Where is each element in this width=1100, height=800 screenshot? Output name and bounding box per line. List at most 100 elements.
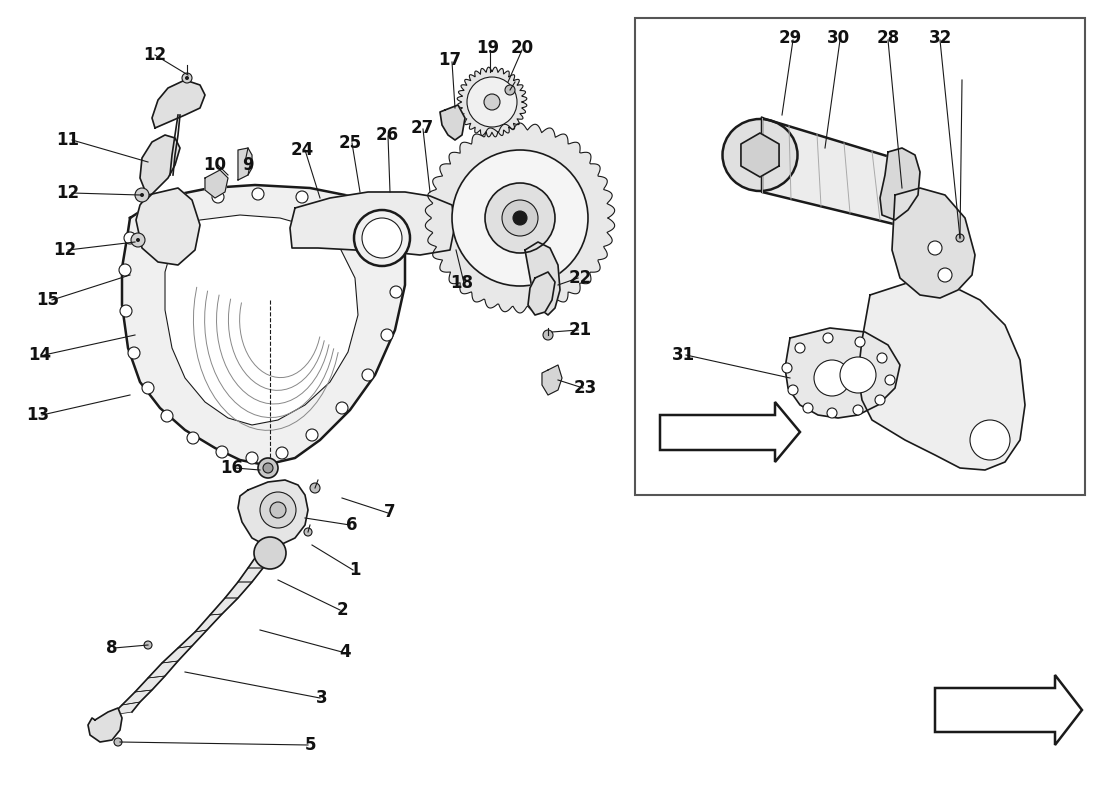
Circle shape bbox=[782, 363, 792, 373]
Text: 7: 7 bbox=[384, 503, 396, 521]
Text: 13: 13 bbox=[26, 406, 50, 424]
Circle shape bbox=[543, 330, 553, 340]
Text: 12: 12 bbox=[54, 241, 77, 259]
Circle shape bbox=[886, 375, 895, 385]
Polygon shape bbox=[440, 105, 465, 140]
Circle shape bbox=[362, 369, 374, 381]
Polygon shape bbox=[528, 272, 556, 315]
Circle shape bbox=[855, 337, 865, 347]
Text: 32: 32 bbox=[928, 29, 952, 47]
Text: 11: 11 bbox=[56, 131, 79, 149]
Circle shape bbox=[485, 183, 556, 253]
Polygon shape bbox=[238, 568, 263, 582]
Circle shape bbox=[956, 234, 964, 242]
Polygon shape bbox=[210, 598, 238, 615]
Polygon shape bbox=[135, 676, 165, 692]
Circle shape bbox=[258, 458, 278, 478]
Circle shape bbox=[877, 353, 887, 363]
Circle shape bbox=[381, 329, 393, 341]
Circle shape bbox=[144, 641, 152, 649]
Text: 12: 12 bbox=[143, 46, 166, 64]
Circle shape bbox=[452, 150, 588, 286]
Polygon shape bbox=[458, 67, 527, 137]
Polygon shape bbox=[178, 630, 207, 648]
Circle shape bbox=[128, 347, 140, 359]
Text: 31: 31 bbox=[671, 346, 694, 364]
Text: 19: 19 bbox=[476, 39, 499, 57]
Text: 30: 30 bbox=[826, 29, 849, 47]
Circle shape bbox=[216, 446, 228, 458]
Circle shape bbox=[276, 447, 288, 459]
Text: 26: 26 bbox=[375, 126, 398, 144]
Polygon shape bbox=[880, 148, 920, 220]
Circle shape bbox=[296, 191, 308, 203]
Circle shape bbox=[306, 429, 318, 441]
Circle shape bbox=[468, 77, 517, 127]
Circle shape bbox=[823, 333, 833, 343]
Polygon shape bbox=[248, 558, 272, 568]
Circle shape bbox=[840, 357, 876, 393]
Circle shape bbox=[142, 382, 154, 394]
Polygon shape bbox=[741, 133, 779, 177]
Polygon shape bbox=[426, 123, 615, 313]
Polygon shape bbox=[660, 402, 800, 462]
Circle shape bbox=[336, 204, 348, 216]
Circle shape bbox=[390, 286, 402, 298]
Circle shape bbox=[795, 343, 805, 353]
Text: 17: 17 bbox=[439, 51, 462, 69]
Text: 18: 18 bbox=[451, 274, 473, 292]
Circle shape bbox=[119, 264, 131, 276]
Circle shape bbox=[938, 268, 952, 282]
Text: 8: 8 bbox=[107, 639, 118, 657]
Text: 20: 20 bbox=[510, 39, 534, 57]
Ellipse shape bbox=[723, 119, 798, 191]
Text: 29: 29 bbox=[779, 29, 802, 47]
Text: 12: 12 bbox=[56, 184, 79, 202]
Circle shape bbox=[310, 483, 320, 493]
Circle shape bbox=[788, 385, 798, 395]
Polygon shape bbox=[148, 661, 178, 678]
Text: 3: 3 bbox=[316, 689, 328, 707]
Text: 2: 2 bbox=[337, 601, 348, 619]
Circle shape bbox=[502, 200, 538, 236]
Circle shape bbox=[336, 402, 348, 414]
Text: 16: 16 bbox=[220, 459, 243, 477]
Circle shape bbox=[212, 191, 224, 203]
Circle shape bbox=[362, 218, 402, 258]
Circle shape bbox=[136, 238, 140, 242]
Text: 6: 6 bbox=[346, 516, 358, 534]
Text: 15: 15 bbox=[36, 291, 59, 309]
Circle shape bbox=[852, 405, 864, 415]
Circle shape bbox=[135, 188, 149, 202]
Polygon shape bbox=[195, 614, 222, 632]
Text: 1: 1 bbox=[350, 561, 361, 579]
Polygon shape bbox=[205, 170, 228, 198]
Polygon shape bbox=[226, 582, 252, 598]
Circle shape bbox=[970, 420, 1010, 460]
Polygon shape bbox=[122, 185, 405, 465]
Text: 25: 25 bbox=[339, 134, 362, 152]
Polygon shape bbox=[238, 480, 308, 545]
Text: 23: 23 bbox=[573, 379, 596, 397]
Text: 27: 27 bbox=[410, 119, 433, 137]
Polygon shape bbox=[935, 675, 1082, 745]
Text: 9: 9 bbox=[242, 156, 254, 174]
Circle shape bbox=[185, 76, 189, 80]
Polygon shape bbox=[785, 328, 900, 418]
Circle shape bbox=[304, 528, 312, 536]
Circle shape bbox=[827, 408, 837, 418]
Circle shape bbox=[513, 211, 527, 225]
Polygon shape bbox=[140, 135, 180, 198]
Polygon shape bbox=[136, 188, 200, 265]
FancyBboxPatch shape bbox=[635, 18, 1085, 495]
Circle shape bbox=[928, 241, 942, 255]
Circle shape bbox=[161, 410, 173, 422]
Text: 4: 4 bbox=[339, 643, 351, 661]
Polygon shape bbox=[892, 188, 975, 298]
Polygon shape bbox=[162, 646, 192, 663]
Circle shape bbox=[131, 233, 145, 247]
Circle shape bbox=[803, 403, 813, 413]
Circle shape bbox=[172, 199, 184, 211]
Circle shape bbox=[814, 360, 850, 396]
Circle shape bbox=[263, 463, 273, 473]
